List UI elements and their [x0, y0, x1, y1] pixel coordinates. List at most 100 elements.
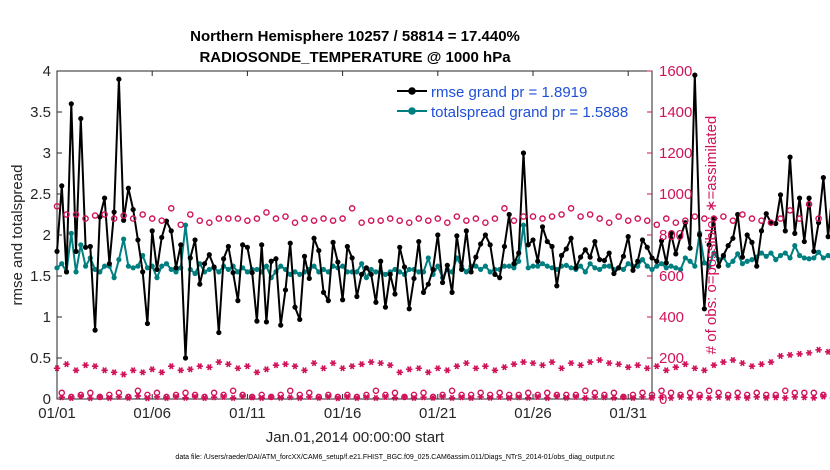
- chart-title: Northern Hemisphere 10257 / 58814 = 17.4…: [190, 28, 520, 45]
- rmse-point: [739, 254, 746, 260]
- rmse-point: [368, 271, 374, 277]
- obs-possible-point: [372, 387, 380, 395]
- x-tick-label: 01/21: [419, 405, 457, 422]
- spread-point: [711, 250, 717, 256]
- rmse-point: [487, 242, 493, 248]
- spread-point: [125, 263, 131, 269]
- obs-assimilated-point: [658, 394, 665, 401]
- obs-assimilated-point: [710, 362, 718, 369]
- obs-assimilated-point: [434, 365, 441, 372]
- obs-assimilated-point: [334, 395, 342, 402]
- obs-assimilated-point: [358, 360, 365, 368]
- obs-assimilated-point: [686, 394, 694, 401]
- obs-assimilated-point: [382, 393, 389, 401]
- legend-rmse-marker: [408, 87, 416, 95]
- rmse-point: [311, 235, 317, 241]
- rmse-point: [654, 258, 660, 264]
- obs-possible-point: [286, 387, 294, 395]
- obs-possible-point: [805, 200, 813, 208]
- x-tick-label: 01/11: [229, 405, 265, 422]
- obs-assimilated-point: [325, 393, 332, 401]
- obs-assimilated-point: [372, 394, 380, 402]
- spread-point: [159, 263, 165, 269]
- y-tick-label-left: 1: [43, 309, 51, 326]
- y-tick-label-left: 4: [43, 63, 51, 80]
- rmse-point: [449, 289, 455, 295]
- rmse-point: [111, 209, 117, 215]
- rmse-series: [54, 72, 830, 361]
- obs-assimilated-point: [258, 394, 265, 402]
- rmse-point: [516, 250, 522, 256]
- obs-possible-point: [63, 211, 70, 218]
- spread-point: [520, 222, 527, 228]
- y-tick-label-left: 2: [43, 227, 51, 244]
- obs-assimilated-point: [182, 394, 189, 401]
- y-tick-label-left: 1.5: [30, 268, 51, 285]
- rmse-point: [792, 230, 798, 236]
- obs-assimilated-point: [591, 393, 599, 401]
- x-tick-label: 01/01: [38, 405, 76, 422]
- obs-assimilated-point: [196, 363, 203, 370]
- obs-possible-point: [320, 215, 327, 222]
- rmse-point: [359, 271, 365, 277]
- spread-point: [216, 269, 222, 275]
- rmse-point: [730, 235, 736, 241]
- rmse-point: [744, 232, 750, 238]
- rmse-point: [630, 267, 636, 273]
- rmse-point: [677, 234, 684, 240]
- rmse-point: [297, 316, 303, 323]
- obs-possible-point: [529, 213, 537, 220]
- rmse-point: [268, 258, 274, 264]
- rmse-point: [392, 291, 398, 297]
- spread-point: [539, 261, 546, 267]
- obs-assimilated-point: [672, 364, 679, 371]
- obs-possible-point: [643, 217, 651, 224]
- legend-rmse-label: rmse grand pr = 1.8919: [431, 84, 587, 101]
- obs-possible-point: [748, 215, 756, 222]
- obs-assimilated-point: [496, 393, 503, 401]
- obs-assimilated-point: [491, 367, 499, 374]
- obs-possible-point: [653, 221, 661, 229]
- obs-assimilated-point: [206, 364, 213, 371]
- spread-point: [82, 263, 89, 269]
- spread-point: [649, 266, 655, 273]
- obs-assimilated-point: [177, 367, 184, 374]
- rmse-point: [173, 265, 179, 271]
- rmse-point: [811, 248, 817, 254]
- rmse-point: [592, 238, 598, 245]
- obs-assimilated-point: [172, 393, 180, 401]
- obs-possible-point: [582, 387, 589, 395]
- rmse-point: [544, 238, 550, 245]
- obs-possible-point: [87, 389, 94, 397]
- spread-point: [154, 275, 160, 281]
- obs-possible-point: [282, 213, 289, 220]
- spread-point: [773, 257, 779, 263]
- obs-series: [53, 200, 830, 402]
- obs-assimilated-point: [534, 393, 541, 401]
- y-tick-label-right: 0: [659, 391, 667, 408]
- obs-assimilated-point: [163, 394, 170, 402]
- obs-possible-point: [558, 211, 565, 218]
- obs-assimilated-point: [763, 394, 770, 401]
- spread-point: [92, 266, 98, 273]
- obs-possible-point: [501, 205, 508, 212]
- spread-point: [406, 266, 412, 273]
- rmse-point: [316, 247, 322, 254]
- spread-point: [73, 269, 79, 275]
- obs-assimilated-point: [87, 395, 94, 402]
- rmse-point: [587, 254, 593, 260]
- spread-point: [816, 249, 822, 255]
- spread-point: [163, 261, 170, 267]
- obs-assimilated-point: [625, 364, 632, 371]
- rmse-point: [216, 329, 222, 336]
- obs-assimilated-point: [744, 394, 751, 402]
- spread-point: [359, 261, 365, 267]
- obs-assimilated-point: [605, 359, 613, 367]
- obs-assimilated-point: [720, 358, 727, 366]
- obs-possible-point: [82, 215, 89, 222]
- obs-assimilated-point: [567, 359, 575, 367]
- obs-possible-point: [101, 211, 108, 218]
- rmse-point: [192, 237, 198, 243]
- spread-point: [606, 263, 612, 269]
- obs-assimilated-point: [486, 394, 494, 401]
